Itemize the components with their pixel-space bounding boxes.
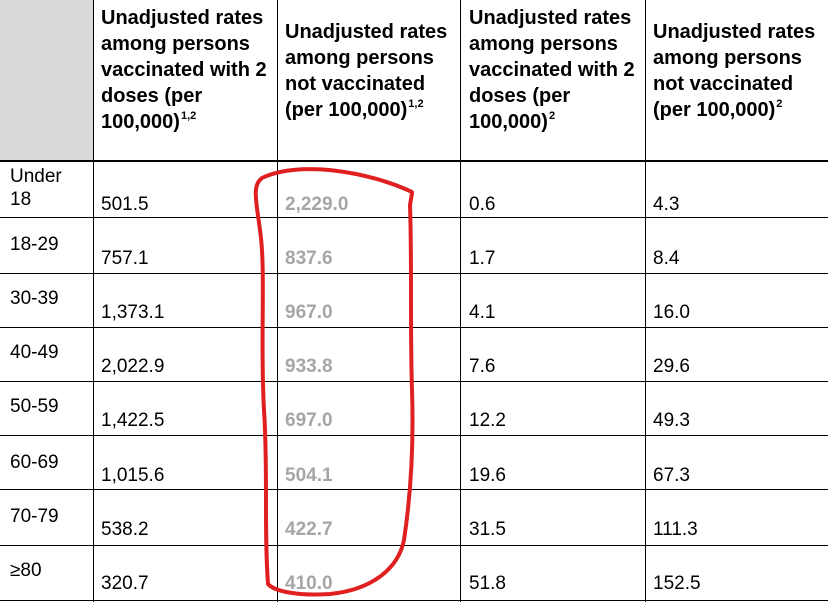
cell-vaccinated-1: 1,373.1 — [101, 302, 165, 323]
header-divider — [0, 160, 828, 162]
cell-not-vaccinated-1: 504.1 — [285, 465, 333, 486]
header-not-vaccinated-2: Unadjusted rates among persons not vacci… — [653, 21, 816, 121]
row-divider — [0, 273, 828, 274]
column-divider — [277, 0, 278, 602]
row-divider — [0, 489, 828, 490]
cell-not-vaccinated-2: 29.6 — [653, 356, 690, 377]
cell-not-vaccinated-2: 111.3 — [653, 519, 698, 540]
cell-not-vaccinated-1: 422.7 — [285, 519, 333, 540]
table-bottom-border — [0, 600, 828, 601]
cell-not-vaccinated-1: 410.0 — [285, 573, 333, 594]
cell-vaccinated-2: 19.6 — [469, 465, 506, 486]
cell-not-vaccinated-1: 837.6 — [285, 248, 333, 269]
cell-not-vaccinated-1: 2,229.0 — [285, 194, 349, 215]
cell-vaccinated-1: 320.7 — [101, 573, 149, 594]
row-divider — [0, 435, 828, 436]
row-age-label: 18-29 — [10, 234, 59, 255]
column-divider — [645, 0, 646, 602]
header-not-vaccinated-1: Unadjusted rates among persons not vacci… — [285, 21, 448, 121]
row-age-label: 50-59 — [10, 396, 59, 417]
row-age-label: Under 18 — [10, 166, 62, 210]
cell-vaccinated-1: 538.2 — [101, 519, 149, 540]
cell-vaccinated-2: 7.6 — [469, 356, 496, 377]
column-divider — [460, 0, 461, 602]
row-divider — [0, 327, 828, 328]
cell-not-vaccinated-2: 8.4 — [653, 248, 680, 269]
cell-vaccinated-2: 1.7 — [469, 248, 496, 269]
cell-vaccinated-2: 51.8 — [469, 573, 506, 594]
cell-vaccinated-1: 501.5 — [101, 194, 149, 215]
cell-not-vaccinated-1: 967.0 — [285, 302, 333, 323]
header-vaccinated-2: Unadjusted rates among persons vaccinate… — [469, 7, 635, 133]
cell-vaccinated-1: 1,422.5 — [101, 410, 165, 431]
cell-vaccinated-2: 0.6 — [469, 194, 496, 215]
row-age-label: 70-79 — [10, 506, 59, 527]
cell-not-vaccinated-2: 4.3 — [653, 194, 680, 215]
cell-not-vaccinated-2: 49.3 — [653, 410, 690, 431]
cell-not-vaccinated-2: 16.0 — [653, 302, 690, 323]
cell-vaccinated-2: 31.5 — [469, 519, 506, 540]
cell-vaccinated-1: 757.1 — [101, 248, 149, 269]
cell-not-vaccinated-1: 697.0 — [285, 410, 333, 431]
cell-vaccinated-2: 12.2 — [469, 410, 506, 431]
cell-not-vaccinated-2: 67.3 — [653, 465, 690, 486]
row-age-label: 40-49 — [10, 342, 59, 363]
row-divider — [0, 545, 828, 546]
header-vaccinated-1: Unadjusted rates among persons vaccinate… — [101, 7, 267, 133]
cell-vaccinated-1: 1,015.6 — [101, 465, 165, 486]
row-age-label: 60-69 — [10, 452, 59, 473]
row-divider — [0, 217, 828, 218]
cell-not-vaccinated-2: 152.5 — [653, 573, 701, 594]
cell-not-vaccinated-1: 933.8 — [285, 356, 333, 377]
row-divider — [0, 381, 828, 382]
cell-vaccinated-2: 4.1 — [469, 302, 496, 323]
cell-vaccinated-1: 2,022.9 — [101, 356, 165, 377]
column-divider — [93, 0, 94, 602]
row-age-label: 30-39 — [10, 288, 59, 309]
row-age-label: ≥80 — [10, 560, 42, 581]
